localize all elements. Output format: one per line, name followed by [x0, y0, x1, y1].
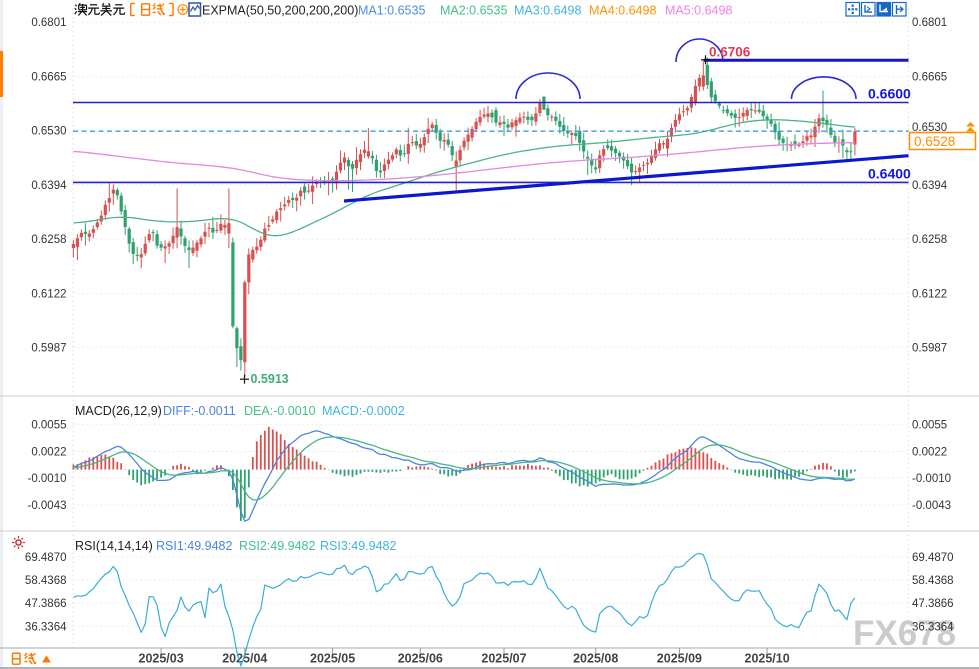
svg-text:47.3866: 47.3866	[25, 598, 67, 610]
svg-text:EXPMA(50,50,200,200,200): EXPMA(50,50,200,200,200)	[202, 4, 358, 18]
svg-text:0.5987: 0.5987	[912, 342, 947, 354]
svg-text:0.6394: 0.6394	[31, 180, 67, 192]
svg-text:DEA:-0.0010: DEA:-0.0010	[244, 404, 316, 418]
svg-text:0.6122: 0.6122	[912, 289, 947, 301]
svg-text:69.4870: 69.4870	[912, 552, 954, 564]
svg-text:0.6801: 0.6801	[912, 17, 947, 29]
svg-text:FX678: FX678	[853, 614, 956, 653]
svg-text:MACD:-0.0002: MACD:-0.0002	[322, 404, 405, 418]
svg-text:0.6665: 0.6665	[912, 72, 947, 84]
svg-text:47.3866: 47.3866	[912, 598, 954, 610]
svg-text:2025/06: 2025/06	[398, 652, 443, 666]
svg-text:0.6122: 0.6122	[31, 289, 66, 301]
svg-text:0.6258: 0.6258	[912, 234, 947, 246]
svg-text:0.0055: 0.0055	[31, 419, 66, 431]
svg-text:-0.0043: -0.0043	[912, 500, 951, 512]
svg-text:RSI2:49.9482: RSI2:49.9482	[239, 539, 315, 553]
svg-text:0.0022: 0.0022	[31, 447, 66, 459]
svg-text:0.5913: 0.5913	[251, 372, 289, 386]
svg-text:69.4870: 69.4870	[25, 552, 67, 564]
svg-text:0.6394: 0.6394	[912, 180, 948, 192]
svg-text:MA4:0.6498: MA4:0.6498	[589, 4, 656, 18]
svg-text:2025/10: 2025/10	[745, 652, 790, 666]
svg-text:MACD(26,12,9): MACD(26,12,9)	[75, 404, 162, 418]
svg-text:MA3:0.6498: MA3:0.6498	[514, 4, 581, 18]
svg-text:MA2:0.6535: MA2:0.6535	[440, 4, 507, 18]
svg-text:0.6530: 0.6530	[912, 122, 947, 134]
svg-text:0.6400: 0.6400	[868, 166, 911, 182]
svg-text:36.3364: 36.3364	[25, 621, 67, 633]
svg-text:2025/03: 2025/03	[139, 652, 184, 666]
svg-text:2025/07: 2025/07	[481, 652, 526, 666]
svg-text:MA1:0.6535: MA1:0.6535	[358, 4, 425, 18]
svg-text:0.6801: 0.6801	[31, 17, 66, 29]
svg-text:58.4368: 58.4368	[912, 575, 954, 587]
svg-text:RSI3:49.9482: RSI3:49.9482	[320, 539, 396, 553]
svg-text:2025/09: 2025/09	[657, 652, 702, 666]
svg-text:0.6258: 0.6258	[31, 234, 66, 246]
svg-text:2025/04: 2025/04	[222, 652, 267, 666]
svg-text:0.6665: 0.6665	[31, 72, 66, 84]
svg-text:0.6528: 0.6528	[914, 134, 955, 149]
svg-text:-0.0010: -0.0010	[912, 473, 951, 485]
svg-text:-0.0043: -0.0043	[27, 500, 66, 512]
svg-text:-0.0010: -0.0010	[27, 473, 66, 485]
svg-text:0.6600: 0.6600	[868, 86, 911, 102]
svg-text:0.0022: 0.0022	[912, 447, 947, 459]
svg-text:58.4368: 58.4368	[25, 575, 67, 587]
svg-text:MA5:0.6498: MA5:0.6498	[665, 4, 732, 18]
svg-text:DIFF:-0.0011: DIFF:-0.0011	[163, 404, 236, 418]
svg-text:0.0055: 0.0055	[912, 419, 947, 431]
svg-text:2025/05: 2025/05	[310, 652, 355, 666]
svg-text:2025/08: 2025/08	[573, 652, 618, 666]
svg-text:RSI1:49.9482: RSI1:49.9482	[156, 539, 232, 553]
svg-text:0.5987: 0.5987	[31, 342, 66, 354]
svg-text:RSI(14,14,14): RSI(14,14,14)	[75, 539, 153, 553]
svg-text:0.6706: 0.6706	[709, 45, 751, 60]
svg-text:36.3364: 36.3364	[912, 621, 954, 633]
svg-text:0.6530: 0.6530	[31, 126, 66, 138]
